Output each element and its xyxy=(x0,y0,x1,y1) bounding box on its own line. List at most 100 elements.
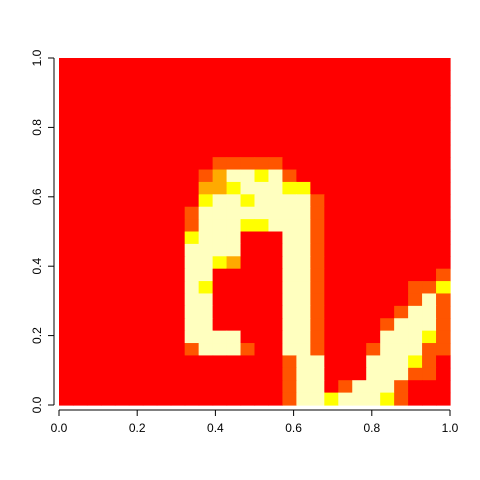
heatmap-cell xyxy=(128,281,144,295)
heatmap-cell xyxy=(170,107,186,121)
heatmap-cell xyxy=(170,281,186,295)
heatmap-cell xyxy=(282,256,297,270)
heatmap-cell xyxy=(268,293,284,307)
heatmap-cell xyxy=(72,95,88,109)
heatmap-cell xyxy=(184,380,200,394)
heatmap-cell xyxy=(59,70,74,84)
heatmap-cell xyxy=(59,293,74,307)
heatmap-cell xyxy=(142,132,158,146)
heatmap-cell xyxy=(338,181,353,195)
heatmap-cell xyxy=(86,194,102,208)
heatmap-cell xyxy=(394,95,409,109)
heatmap-cell xyxy=(254,330,270,344)
heatmap-cell xyxy=(324,380,339,394)
heatmap-cell xyxy=(268,157,284,171)
heatmap-cell xyxy=(170,119,186,133)
heatmap-cell xyxy=(254,144,270,158)
heatmap-cell xyxy=(59,169,74,183)
heatmap-cell xyxy=(268,58,284,71)
heatmap-cell xyxy=(422,343,437,357)
heatmap-cell xyxy=(142,318,158,332)
heatmap-cell xyxy=(170,157,186,171)
heatmap-cell xyxy=(59,367,74,381)
heatmap-cell xyxy=(240,318,256,332)
heatmap-cell xyxy=(128,268,144,282)
heatmap-cell xyxy=(100,355,116,369)
heatmap-cell xyxy=(366,392,381,406)
heatmap-cell xyxy=(128,194,144,208)
heatmap-cell xyxy=(254,58,270,71)
heatmap-cell xyxy=(380,194,395,208)
heatmap-cell xyxy=(142,82,158,96)
heatmap-cell xyxy=(86,70,102,84)
heatmap-cell xyxy=(282,318,297,332)
heatmap-cell xyxy=(128,231,144,245)
heatmap-cell xyxy=(366,95,381,109)
heatmap-cell xyxy=(59,82,74,96)
heatmap-cell xyxy=(352,318,367,332)
heatmap-cell xyxy=(352,367,367,381)
heatmap-cell xyxy=(268,367,284,381)
heatmap-cell xyxy=(86,392,102,406)
heatmap-cell xyxy=(128,330,144,344)
heatmap-cell xyxy=(86,243,102,257)
heatmap-cell xyxy=(198,70,214,84)
heatmap-cell xyxy=(100,206,116,220)
heatmap-cell xyxy=(86,293,102,307)
heatmap-cell xyxy=(226,392,242,406)
heatmap-cell xyxy=(296,58,311,71)
heatmap-cell xyxy=(436,380,451,394)
heatmap-cell xyxy=(254,380,270,394)
heatmap-cell xyxy=(184,355,200,369)
heatmap-cell xyxy=(212,392,228,406)
heatmap-cell xyxy=(212,355,228,369)
heatmap-cell xyxy=(86,58,102,71)
heatmap-cell xyxy=(366,107,381,121)
heatmap-cell xyxy=(86,305,102,319)
heatmap-cell xyxy=(128,293,144,307)
heatmap-cell xyxy=(59,231,74,245)
heatmap-cell xyxy=(170,181,186,195)
heatmap-cell xyxy=(170,144,186,158)
heatmap-cell xyxy=(72,119,88,133)
heatmap-cell xyxy=(59,58,74,71)
heatmap-cell xyxy=(282,119,297,133)
heatmap-cell xyxy=(142,219,158,233)
heatmap-cell xyxy=(128,70,144,84)
heatmap-cell xyxy=(59,107,74,121)
heatmap-cell xyxy=(268,268,284,282)
heatmap-cell xyxy=(254,367,270,381)
heatmap-cell xyxy=(212,367,228,381)
heatmap-cell xyxy=(436,281,451,295)
heatmap-cell xyxy=(436,355,451,369)
heatmap-cell xyxy=(86,231,102,245)
heatmap-cell xyxy=(408,256,423,270)
heatmap-cell xyxy=(394,144,409,158)
heatmap-cell xyxy=(296,281,311,295)
heatmap-cell xyxy=(324,330,339,344)
y-tick-label: 1.0 xyxy=(30,49,44,66)
heatmap-cell xyxy=(394,343,409,357)
heatmap-cell xyxy=(240,169,256,183)
heatmap-cell xyxy=(408,343,423,357)
heatmap-cell xyxy=(436,70,451,84)
heatmap-cell xyxy=(352,219,367,233)
heatmap-cell xyxy=(100,380,116,394)
heatmap-cell xyxy=(268,355,284,369)
heatmap-cell xyxy=(240,70,256,84)
heatmap-cell xyxy=(156,268,172,282)
heatmap-cell xyxy=(240,268,256,282)
heatmap-cell xyxy=(296,219,311,233)
heatmap-cell xyxy=(324,243,339,257)
heatmap-cell xyxy=(86,132,102,146)
heatmap-cell xyxy=(296,367,311,381)
heatmap-cell xyxy=(86,268,102,282)
heatmap-cell xyxy=(212,70,228,84)
heatmap-cell xyxy=(422,58,437,71)
heatmap-cell xyxy=(128,380,144,394)
heatmap-cell xyxy=(408,132,423,146)
heatmap-cell xyxy=(226,256,242,270)
x-tick-label: 1.0 xyxy=(442,421,459,435)
heatmap-cell xyxy=(72,305,88,319)
